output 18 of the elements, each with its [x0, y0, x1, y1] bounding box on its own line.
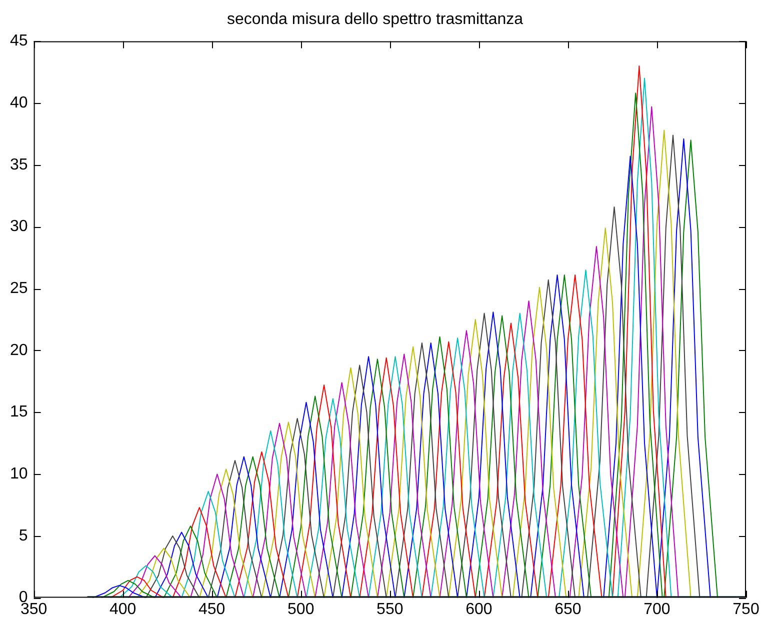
y-tick-label: 20	[10, 342, 28, 359]
x-tick-label: 400	[109, 600, 136, 618]
y-tick-label: 40	[10, 94, 28, 112]
y-tick-label: 45	[10, 32, 28, 50]
x-tick-label: 450	[198, 600, 226, 618]
x-tick-label: 550	[376, 600, 404, 618]
x-tick-label: 750	[732, 600, 760, 618]
y-tick-label: 25	[10, 280, 28, 297]
x-tick-label: 600	[466, 600, 492, 618]
chart-title: seconda misura dello spettro trasmittanza	[226, 11, 524, 28]
y-tick-label: 35	[10, 156, 28, 174]
y-tick-label: 10	[10, 466, 28, 483]
y-tick-label: 5	[18, 527, 28, 544]
x-tick-label: 650	[554, 600, 582, 618]
y-tick-label: 30	[10, 218, 28, 236]
y-tick-label: 15	[10, 404, 28, 421]
x-tick-label: 500	[288, 600, 314, 618]
x-tick-label: 700	[644, 600, 670, 618]
